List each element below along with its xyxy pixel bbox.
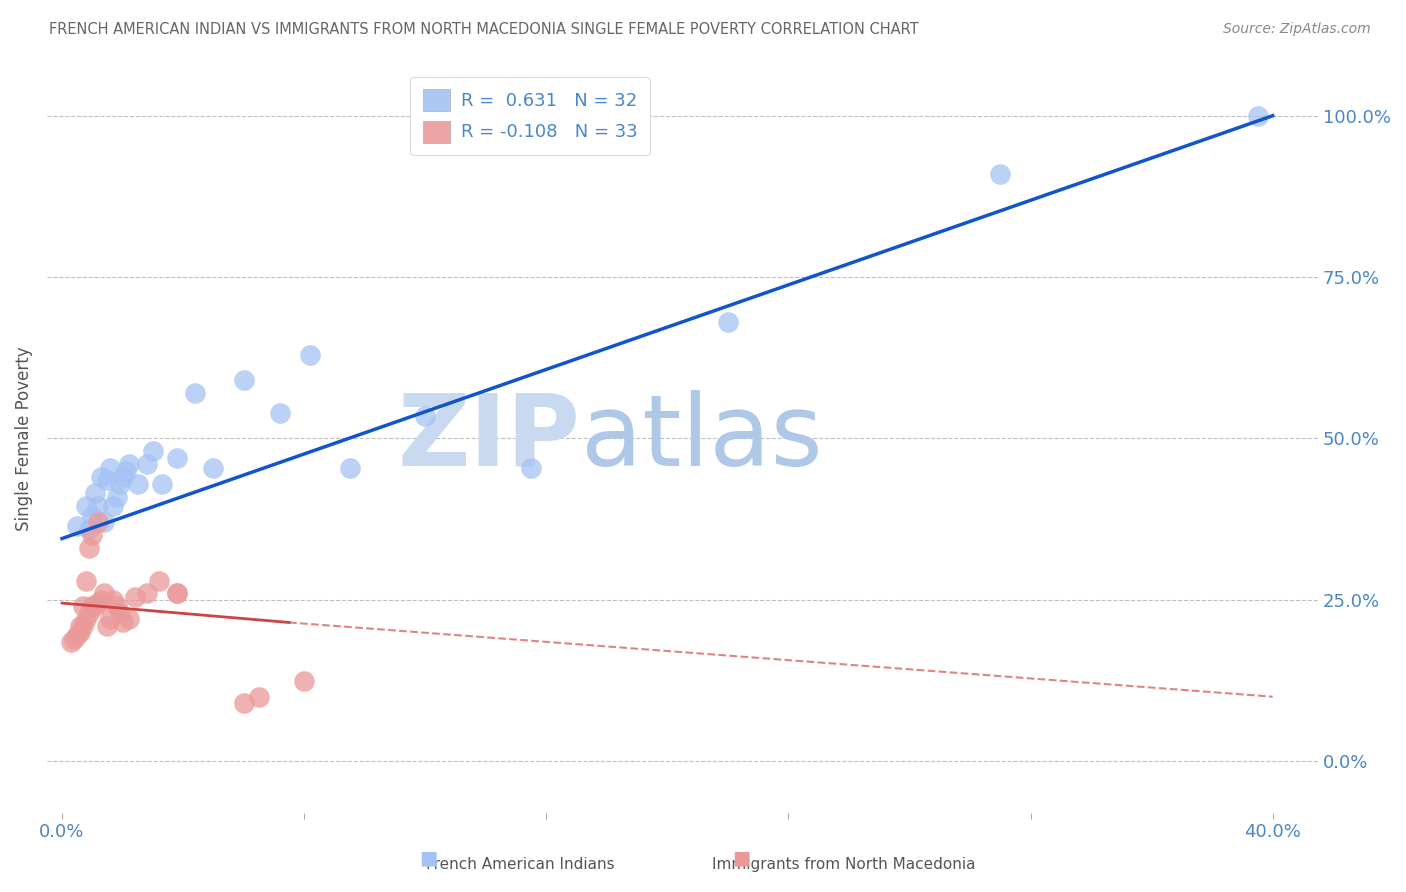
Point [93, 516, 115, 530]
Text: ZIP: ZIP [398, 390, 581, 487]
Point [299, 347, 322, 361]
Point [166, 586, 188, 600]
Point [96, 618, 118, 632]
Legend: R =  0.631   N = 32, R = -0.108   N = 33: R = 0.631 N = 32, R = -0.108 N = 33 [411, 77, 650, 155]
Point [105, 599, 128, 614]
Point [232, 373, 254, 387]
Point [413, 409, 436, 423]
Point [87, 516, 110, 530]
Point [105, 490, 128, 504]
Point [90, 470, 112, 484]
Point [717, 315, 740, 329]
Point [103, 593, 125, 607]
Point [520, 460, 543, 475]
Point [127, 476, 149, 491]
Point [292, 673, 315, 688]
Text: French American Indians: French American Indians [426, 857, 614, 872]
Point [77, 541, 100, 556]
Text: ■: ■ [419, 848, 439, 867]
Point [150, 476, 173, 491]
Point [108, 476, 131, 491]
Point [96, 474, 118, 488]
Point [988, 167, 1011, 181]
Point [63, 632, 86, 646]
Point [90, 593, 112, 607]
Point [77, 606, 100, 620]
Point [69, 618, 91, 632]
Point [111, 470, 134, 484]
Y-axis label: Single Female Poverty: Single Female Poverty [15, 346, 32, 531]
Point [60, 635, 83, 649]
Point [269, 406, 291, 420]
Point [184, 386, 207, 401]
Point [117, 612, 139, 626]
Point [100, 612, 122, 626]
Point [66, 518, 89, 533]
Point [202, 460, 225, 475]
Point [77, 522, 100, 536]
Point [75, 574, 97, 588]
Point [148, 574, 170, 588]
Point [111, 615, 134, 630]
Point [339, 460, 361, 475]
Point [114, 464, 136, 478]
Text: Source: ZipAtlas.com: Source: ZipAtlas.com [1223, 22, 1371, 37]
Point [232, 696, 254, 710]
Point [108, 606, 131, 620]
Point [75, 612, 97, 626]
Text: FRENCH AMERICAN INDIAN VS IMMIGRANTS FROM NORTH MACEDONIA SINGLE FEMALE POVERTY : FRENCH AMERICAN INDIAN VS IMMIGRANTS FRO… [49, 22, 920, 37]
Point [247, 690, 270, 704]
Point [124, 590, 146, 604]
Point [72, 599, 94, 614]
Text: ■: ■ [731, 848, 751, 867]
Point [82, 528, 104, 542]
Point [93, 586, 115, 600]
Point [66, 628, 89, 642]
Point [166, 586, 188, 600]
Point [87, 500, 110, 514]
Point [84, 486, 107, 500]
Point [75, 500, 97, 514]
Point [103, 500, 125, 514]
Point [1246, 109, 1268, 123]
Point [135, 586, 157, 600]
Point [69, 625, 91, 640]
Point [100, 460, 122, 475]
Point [117, 458, 139, 472]
Text: atlas: atlas [581, 390, 823, 487]
Point [84, 599, 107, 614]
Text: Immigrants from North Macedonia: Immigrants from North Macedonia [711, 857, 976, 872]
Point [82, 508, 104, 523]
Point [142, 444, 165, 458]
Point [72, 618, 94, 632]
Point [166, 450, 188, 465]
Point [82, 599, 104, 614]
Point [135, 458, 157, 472]
Point [87, 596, 110, 610]
